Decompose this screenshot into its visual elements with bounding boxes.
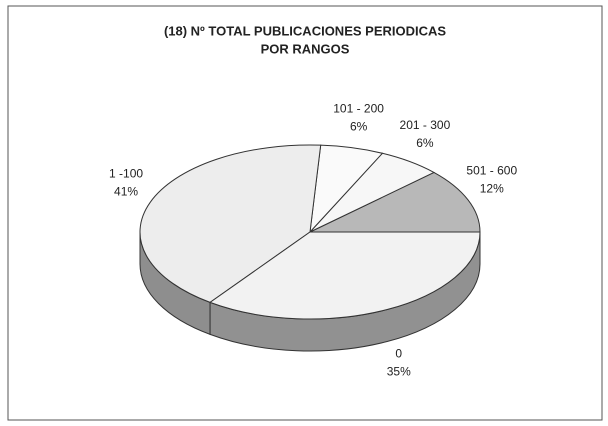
pie-slice: [309, 171, 481, 233]
slice-label: 101 - 200: [333, 102, 384, 116]
slice-label: 1 -100: [109, 166, 143, 180]
slice-value-label: 35%: [387, 365, 411, 379]
slice-value-label: 6%: [416, 136, 434, 150]
slice-value-label: 6%: [350, 120, 368, 134]
slice-label: 0: [395, 347, 402, 361]
slice-value-label: 12%: [480, 181, 504, 195]
chart-title: (18) Nº TOTAL PUBLICACIONES PERIODICAS: [164, 23, 446, 38]
slice-value-label: 41%: [114, 184, 138, 198]
slice-label: 201 - 300: [400, 118, 451, 132]
pie-slice: [139, 144, 322, 303]
chart-title: POR RANGOS: [261, 41, 350, 56]
pie-slice: [209, 231, 481, 320]
slice-label: 501 - 600: [466, 163, 517, 177]
